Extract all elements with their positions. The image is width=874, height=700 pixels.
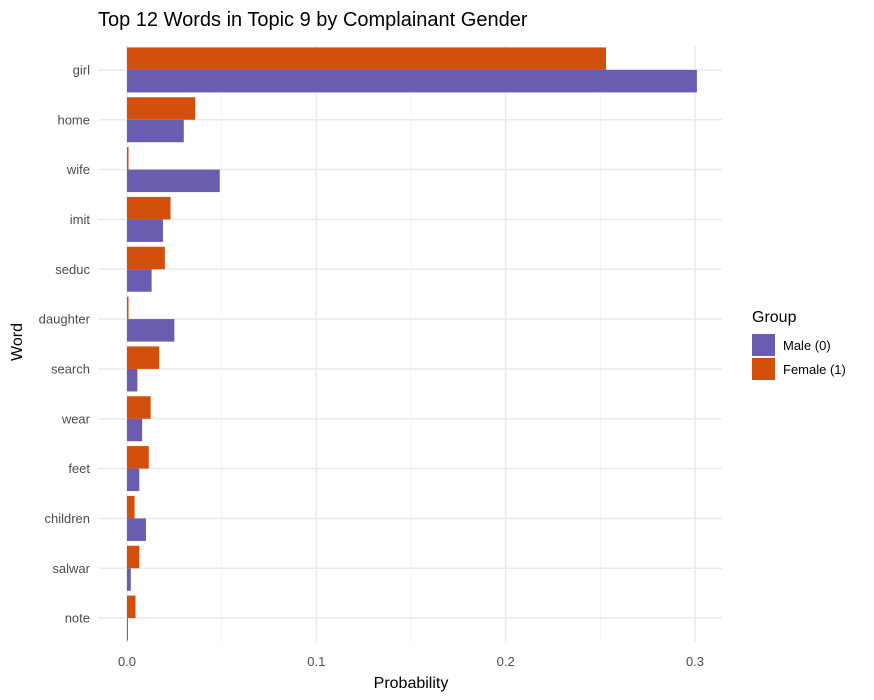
y-tick-label: wife xyxy=(66,162,90,177)
bar-female-imit xyxy=(127,196,171,220)
bar-female-note xyxy=(127,595,136,619)
bar-female-feet xyxy=(127,446,149,469)
bar-male-wear xyxy=(127,418,143,442)
y-tick-label: girl xyxy=(73,62,90,77)
bar-male-daughter xyxy=(127,319,175,342)
x-tick-labels: 0.0 0.1 0.2 0.3 xyxy=(118,654,704,669)
y-tick-label: home xyxy=(57,112,90,127)
bar-male-seduc xyxy=(127,269,152,292)
bar-female-girl xyxy=(127,47,607,70)
legend-label: Female (1) xyxy=(783,362,846,377)
bar-female-home xyxy=(127,97,196,120)
bar-male-children xyxy=(127,518,146,541)
bar-female-search xyxy=(127,346,160,369)
x-tick-label: 0.2 xyxy=(497,654,515,669)
y-tick-label: children xyxy=(44,511,90,526)
y-tick-label: imit xyxy=(70,212,91,227)
x-tick-label: 0.0 xyxy=(118,654,136,669)
bar-female-children xyxy=(127,495,135,519)
y-tick-label: wear xyxy=(61,411,91,426)
chart-title: Top 12 Words in Topic 9 by Complainant G… xyxy=(98,9,528,31)
bar-female-wife xyxy=(127,147,129,170)
bar-male-salwar xyxy=(127,568,131,591)
y-tick-label: search xyxy=(51,361,90,376)
x-tick-label: 0.1 xyxy=(307,654,325,669)
bar-male-note xyxy=(127,618,128,641)
y-tick-label: feet xyxy=(68,461,90,476)
y-axis-title: Word xyxy=(9,323,26,361)
bar-female-seduc xyxy=(127,246,165,270)
legend-swatch xyxy=(752,358,775,380)
legend-title: Group xyxy=(752,309,797,326)
x-axis-title: Probability xyxy=(374,675,449,692)
y-tick-label: salwar xyxy=(52,561,90,576)
legend: Group Male (0) Female (1) xyxy=(752,309,846,380)
bar-male-search xyxy=(127,368,138,392)
bar-male-home xyxy=(127,119,184,143)
grid xyxy=(98,45,722,643)
bar-female-wear xyxy=(127,396,151,419)
bar-male-imit xyxy=(127,219,163,242)
bar-female-salwar xyxy=(127,545,140,569)
legend-swatch xyxy=(752,334,775,356)
y-tick-label: daughter xyxy=(39,312,91,327)
y-tick-label: seduc xyxy=(55,262,90,277)
bars xyxy=(127,47,697,641)
bar-male-girl xyxy=(127,69,697,93)
x-tick-label: 0.3 xyxy=(686,654,704,669)
bar-male-wife xyxy=(127,169,220,193)
bar-female-daughter xyxy=(127,296,129,320)
y-tick-labels: girl home wife imit seduc daughter search wear f… xyxy=(39,62,91,625)
y-tick-label: note xyxy=(65,611,90,626)
bar-male-feet xyxy=(127,468,140,492)
legend-label: Male (0) xyxy=(783,338,831,353)
